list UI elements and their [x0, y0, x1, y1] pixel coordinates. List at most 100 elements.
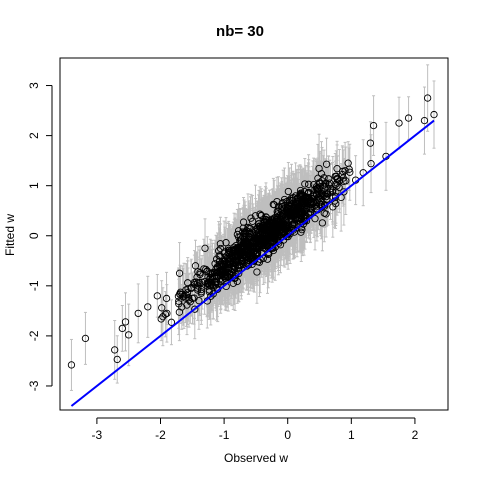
data-point: [134, 309, 142, 318]
data-point: [239, 218, 248, 226]
data-point: [211, 260, 219, 268]
data-point: [221, 272, 230, 280]
data-point: [301, 199, 309, 207]
data-point: [320, 209, 328, 217]
data-point: [184, 294, 193, 302]
data-point: [194, 279, 202, 287]
data-point: [283, 197, 291, 206]
data-point: [258, 225, 266, 233]
data-point: [239, 260, 247, 269]
data-point: [321, 202, 329, 210]
data-point: [315, 179, 323, 187]
data-point: [298, 210, 307, 218]
data-point: [234, 227, 243, 235]
data-point: [324, 175, 333, 183]
data-point: [111, 346, 119, 354]
data-point: [229, 246, 237, 255]
data-point: [225, 248, 233, 257]
data-point: [281, 222, 290, 230]
data-point: [203, 279, 211, 287]
data-point: [183, 301, 191, 309]
data-point: [190, 294, 198, 302]
data-point: [345, 165, 353, 173]
data-point: [219, 267, 227, 275]
data-point: [244, 245, 252, 253]
data-point: [322, 160, 331, 168]
data-point: [420, 116, 429, 125]
data-point: [253, 224, 261, 232]
data-point: [278, 213, 286, 221]
data-point: [309, 191, 317, 199]
y-tick-label: 2: [27, 132, 41, 139]
data-point: [118, 324, 126, 333]
data-point: [216, 252, 224, 261]
x-axis: -3 -2 -1 0 1 2: [92, 417, 419, 442]
data-point: [253, 244, 261, 252]
data-point: [285, 224, 294, 232]
data-point: [292, 206, 300, 214]
data-point: [304, 180, 313, 188]
data-point: [226, 247, 234, 255]
data-point: [228, 266, 237, 274]
data-point: [230, 274, 238, 282]
data-point: [314, 174, 322, 182]
data-point: [369, 121, 378, 130]
data-point: [272, 219, 281, 228]
plot-frame: [59, 57, 449, 411]
data-point: [254, 241, 262, 249]
data-point: [178, 290, 186, 298]
data-point: [230, 258, 238, 267]
data-point: [175, 297, 183, 305]
data-point: [308, 194, 317, 203]
data-point: [121, 318, 130, 326]
data-point: [275, 220, 283, 228]
data-point: [175, 300, 183, 308]
data-point: [174, 292, 183, 300]
data-point: [279, 209, 288, 218]
data-point: [113, 355, 121, 364]
data-point: [194, 282, 202, 290]
data-point: [296, 186, 305, 195]
reference-line: [70, 119, 435, 407]
data-point: [332, 172, 340, 180]
data-point: [310, 199, 318, 207]
data-point: [311, 201, 319, 210]
data-point: [290, 202, 298, 211]
data-point: [175, 269, 184, 277]
data-point: [221, 257, 229, 265]
data-point: [204, 280, 212, 289]
data-point: [280, 195, 289, 204]
data-point: [216, 240, 225, 248]
data-points: [67, 94, 438, 369]
data-point: [193, 273, 201, 281]
data-point: [222, 239, 230, 247]
data-point: [229, 254, 237, 262]
data-point: [229, 279, 237, 287]
data-point: [317, 170, 326, 178]
data-point: [191, 262, 200, 270]
data-point: [243, 237, 252, 245]
data-point: [322, 182, 330, 191]
data-point: [253, 268, 261, 276]
data-point: [161, 310, 170, 318]
data-point: [297, 228, 305, 236]
data-point: [279, 228, 288, 237]
data-point: [395, 119, 403, 127]
data-point: [157, 315, 165, 323]
data-point: [144, 303, 152, 311]
data-point: [159, 313, 167, 321]
x-tick-label: 0: [284, 428, 291, 442]
data-point: [430, 110, 438, 119]
data-point: [277, 222, 285, 230]
data-point: [271, 220, 280, 229]
data-point: [207, 276, 216, 284]
data-point: [251, 212, 260, 220]
y-tick-label: -1: [27, 280, 41, 291]
data-point: [404, 114, 413, 122]
y-tick-label: -2: [27, 330, 41, 341]
data-point: [162, 294, 171, 303]
data-point: [304, 189, 313, 197]
data-point: [312, 190, 321, 199]
data-point: [205, 286, 213, 294]
data-point: [256, 210, 264, 218]
